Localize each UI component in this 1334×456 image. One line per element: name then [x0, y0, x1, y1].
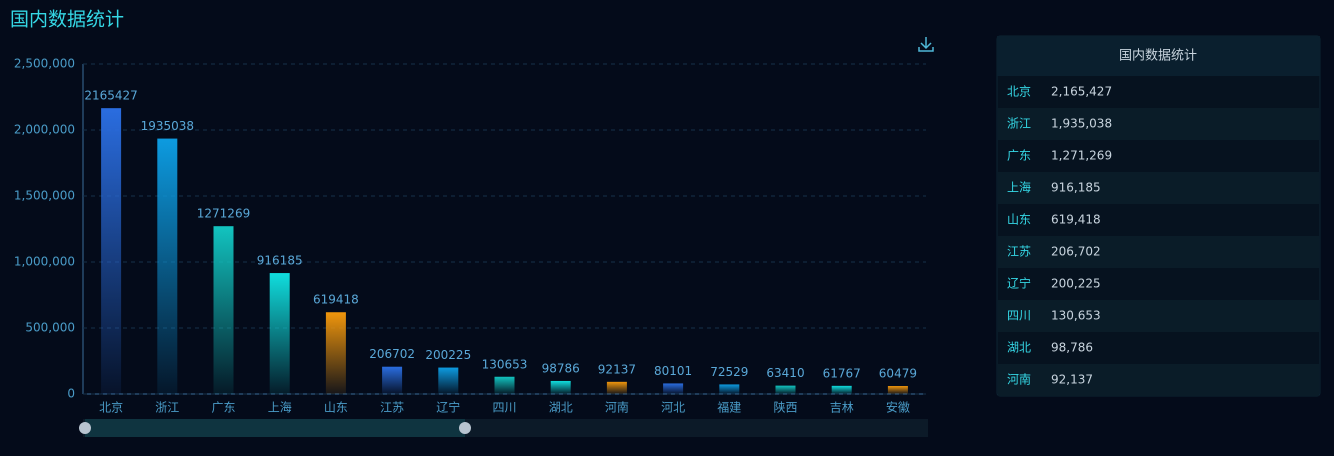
row-name: 河南: [1007, 372, 1031, 387]
row-value: 619,418: [1051, 213, 1101, 227]
bar: [157, 138, 178, 394]
value-label: 98786: [542, 361, 580, 375]
zoom-handle[interactable]: [459, 422, 471, 434]
y-tick-label: 1,500,000: [14, 189, 75, 203]
row-name: 浙江: [1007, 117, 1031, 131]
bar: [719, 384, 740, 394]
row-value: 1,935,038: [1051, 117, 1112, 131]
x-tick-label: 陕西: [773, 400, 797, 415]
table-row: [998, 332, 1319, 364]
download-icon[interactable]: [918, 37, 934, 52]
row-value: 916,185: [1051, 181, 1101, 195]
row-name: 北京: [1007, 85, 1031, 99]
table-row: [998, 300, 1319, 332]
table-row: [998, 236, 1319, 268]
table-row: [998, 364, 1319, 396]
y-tick-label: 0: [67, 387, 75, 401]
value-label: 200225: [425, 348, 471, 362]
y-tick-label: 2,500,000: [14, 57, 75, 71]
row-value: 130,653: [1051, 309, 1101, 323]
bar: [887, 386, 908, 394]
value-label: 916185: [257, 254, 303, 268]
row-name: 湖北: [1007, 340, 1031, 355]
row-value: 2,165,427: [1051, 85, 1112, 99]
bar: [269, 273, 290, 394]
bar: [438, 367, 459, 394]
y-tick-label: 2,000,000: [14, 123, 75, 137]
zoom-window[interactable]: [85, 419, 465, 437]
x-tick-label: 山东: [324, 401, 348, 415]
table-row: [998, 140, 1319, 172]
x-tick-label: 北京: [99, 401, 123, 415]
zoom-handle[interactable]: [79, 422, 91, 434]
row-value: 1,271,269: [1051, 149, 1112, 163]
row-name: 四川: [1007, 309, 1031, 323]
row-value: 92,137: [1051, 373, 1093, 387]
x-tick-label: 辽宁: [436, 400, 460, 415]
x-tick-label: 广东: [211, 401, 235, 415]
x-tick-label: 四川: [492, 401, 516, 415]
bar: [775, 385, 796, 394]
row-name: 辽宁: [1007, 276, 1031, 291]
bar: [325, 312, 346, 394]
row-name: 广东: [1007, 149, 1031, 163]
table-row: [998, 172, 1319, 204]
bar: [213, 226, 234, 394]
value-label: 2165427: [84, 89, 137, 103]
x-tick-label: 吉林: [830, 401, 854, 415]
x-tick-label: 湖北: [549, 400, 573, 415]
x-tick-label: 福建: [717, 400, 741, 415]
bar: [382, 366, 403, 394]
value-label: 1271269: [197, 207, 250, 221]
value-label: 206702: [369, 347, 415, 361]
table-row: [998, 268, 1319, 300]
table-title: 国内数据统计: [1119, 48, 1197, 64]
y-tick-label: 500,000: [25, 321, 75, 335]
value-label: 63410: [766, 366, 804, 380]
y-tick-label: 1,000,000: [14, 255, 75, 269]
table-row: [998, 76, 1319, 108]
download-button[interactable]: [918, 37, 934, 52]
row-value: 98,786: [1051, 341, 1093, 355]
row-name: 江苏: [1007, 245, 1031, 259]
value-label: 619418: [313, 293, 359, 307]
table-row: [998, 108, 1319, 140]
value-label: 80101: [654, 364, 692, 378]
bar: [101, 108, 122, 394]
row-value: 200,225: [1051, 277, 1101, 291]
value-label: 61767: [823, 366, 861, 380]
bar: [494, 376, 515, 394]
bar: [550, 380, 571, 394]
row-name: 山东: [1007, 213, 1031, 227]
x-tick-label: 江苏: [380, 401, 404, 415]
x-tick-label: 浙江: [155, 401, 179, 415]
value-label: 130653: [482, 357, 528, 371]
x-tick-label: 上海: [268, 400, 292, 415]
x-tick-label: 安徽: [886, 400, 910, 415]
bar: [606, 381, 627, 394]
x-tick-label: 河北: [661, 401, 685, 415]
value-label: 60479: [879, 367, 917, 381]
x-tick-label: 河南: [605, 400, 629, 415]
bar: [663, 383, 684, 394]
table-header: [997, 36, 1320, 76]
row-name: 上海: [1007, 180, 1031, 195]
bar: [831, 385, 852, 394]
row-value: 206,702: [1051, 245, 1101, 259]
page-title: 国内数据统计: [10, 9, 124, 31]
value-label: 1935038: [141, 119, 194, 133]
value-label: 92137: [598, 362, 636, 376]
value-label: 72529: [710, 365, 748, 379]
table-row: [998, 204, 1319, 236]
